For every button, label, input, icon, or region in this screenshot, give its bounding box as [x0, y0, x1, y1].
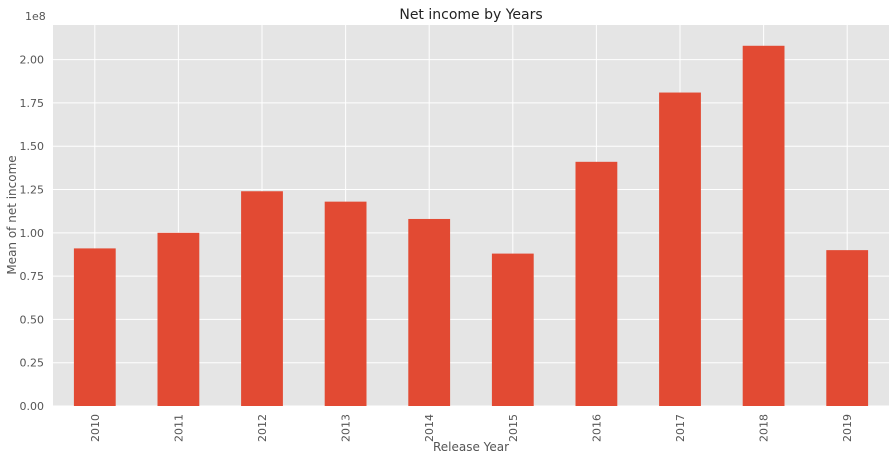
bar-2010	[73, 248, 116, 406]
y-tick-label: 1.50	[20, 140, 45, 153]
y-tick-label: 1.75	[20, 97, 45, 110]
bar-2011	[157, 232, 200, 406]
bars	[73, 45, 869, 407]
y-tick-label: 0.25	[20, 357, 45, 370]
x-tick-label: 2017	[674, 414, 687, 442]
bar-2013	[324, 201, 367, 406]
bar-2018	[742, 45, 785, 406]
y-tick-label: 0.50	[20, 313, 45, 326]
x-tick-label: 2016	[590, 414, 603, 442]
y-tick-label: 1.00	[20, 227, 45, 240]
x-tick-label: 2010	[89, 414, 102, 442]
y-axis-label: Mean of net income	[5, 155, 19, 274]
bar-2016	[575, 161, 618, 406]
y-tick-label: 1.25	[20, 184, 45, 197]
bar-2012	[241, 191, 283, 406]
y-tick-label: 2.00	[20, 54, 45, 67]
y-tick-label: 0.75	[20, 270, 45, 283]
x-tick-label: 2014	[423, 414, 436, 442]
y-scale-label: 1e8	[25, 10, 46, 23]
bar-2015	[491, 253, 534, 406]
x-tick-labels: 2010 2011 2012 2013 2014 2015 2016 2017 2018 2019	[89, 414, 854, 442]
x-tick-label: 2018	[758, 414, 771, 442]
x-tick-label: 2015	[507, 414, 520, 442]
bar-2019	[826, 250, 869, 406]
x-axis-label: Release Year	[433, 440, 509, 454]
x-tick-label: 2013	[340, 414, 353, 442]
x-tick-label: 2011	[172, 414, 185, 442]
bar-2014	[408, 218, 451, 406]
chart-title: Net income by Years	[399, 7, 542, 23]
x-tick-label: 2019	[841, 414, 854, 442]
x-tick-label: 2012	[256, 414, 269, 442]
y-tick-labels: 0.00 0.25 0.50 0.75 1.00 1.25 1.50 1.75 2.00	[20, 54, 45, 413]
bar-2017	[659, 92, 701, 407]
y-tick-label: 0.00	[20, 400, 45, 413]
